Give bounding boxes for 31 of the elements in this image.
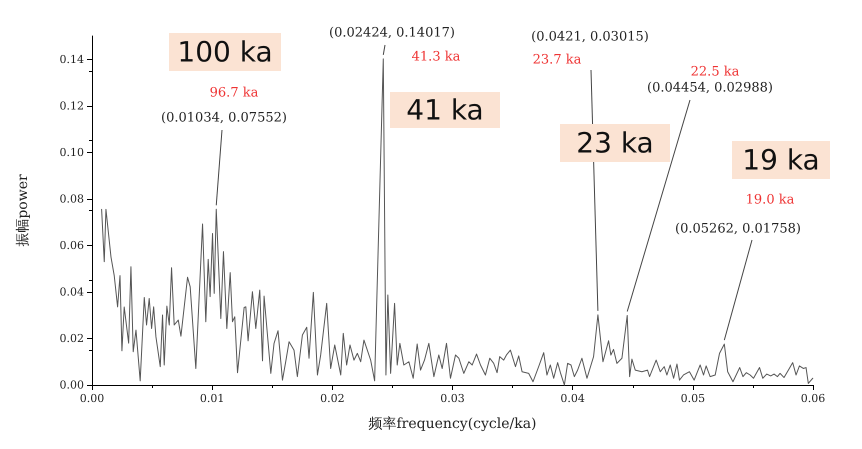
annotation: 100 ka: [177, 36, 273, 68]
y-tick-label: 0.12: [60, 99, 84, 112]
y-tick-label: 0.10: [60, 146, 84, 159]
x-tick-label: 0.04: [560, 392, 585, 405]
x-tick-label: 0.00: [80, 392, 104, 405]
annotation: (0.01034, 0.07552): [161, 110, 287, 126]
annotation: (0.0421, 0.03015): [531, 30, 649, 44]
annotation: 96.7 ka: [210, 86, 259, 100]
annotation: (0.05262, 0.01758): [675, 222, 801, 236]
annotation: (0.02424, 0.14017): [329, 26, 455, 40]
x-tick-label: 0.06: [800, 392, 826, 405]
y-tick-label: 0.08: [60, 192, 84, 206]
annotation: (0.04454, 0.02988): [647, 80, 773, 96]
y-tick-label: 0.14: [60, 52, 84, 66]
annotation: 23.7 ka: [532, 52, 582, 68]
annotation: 23 ka: [576, 126, 654, 160]
x-tick-label: 0.02: [320, 392, 345, 405]
annotation: 19 ka: [742, 144, 820, 176]
x-tick-label: 0.05: [680, 392, 706, 405]
y-tick-label: 0.04: [60, 285, 84, 298]
x-tick-label: 0.01: [200, 392, 224, 405]
annotation: 19.0 ka: [746, 192, 795, 208]
annotation: 41.3 ka: [412, 50, 461, 64]
annotation: 41 ka: [406, 94, 484, 126]
y-axis-title: 振幅power: [15, 174, 31, 247]
y-tick-label: 0.02: [60, 332, 84, 345]
x-tick-label: 0.03: [440, 392, 465, 405]
y-tick-label: 0.06: [60, 238, 84, 252]
x-axis-title: 频率frequency(cycle/ka): [368, 416, 537, 432]
annotation: 22.5 ka: [690, 64, 740, 80]
y-tick-label: 0.00: [60, 378, 84, 392]
